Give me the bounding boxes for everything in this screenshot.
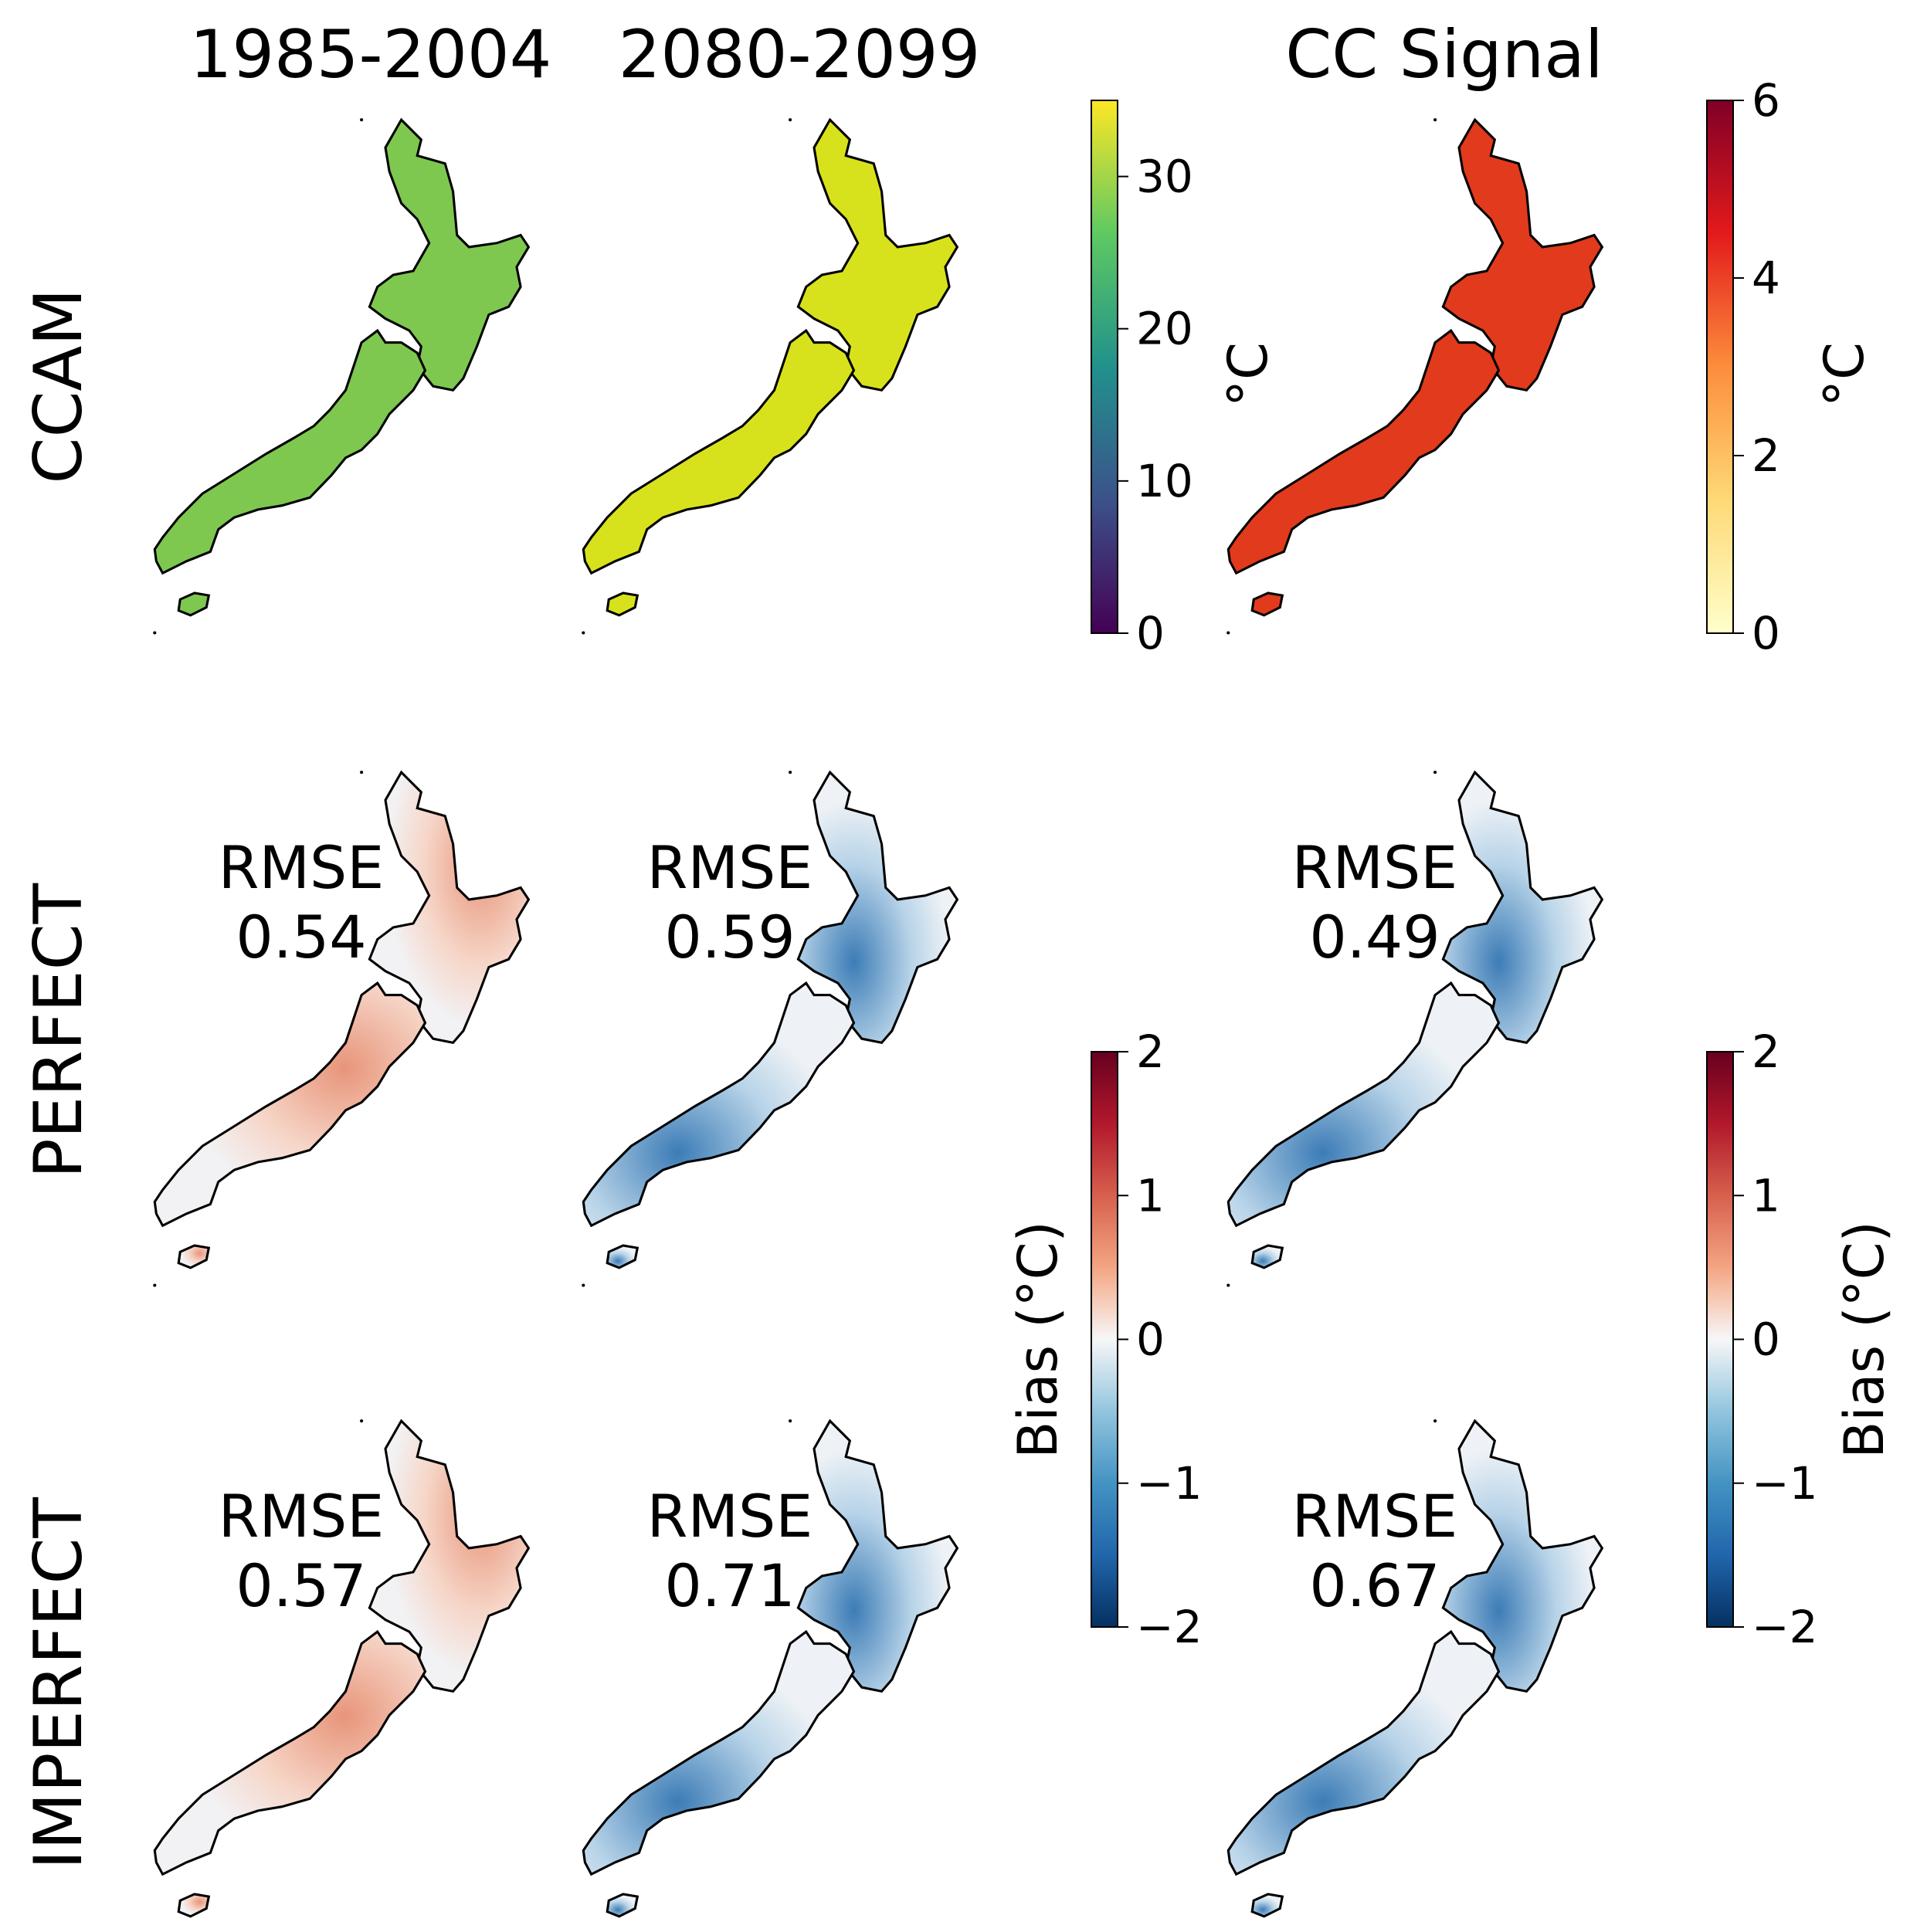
column-title-2080-2099: 2080-2099 — [619, 16, 981, 93]
colorbar-temperature: 0 10 20 30 °C — [1091, 100, 1280, 659]
map-panel-imperfect-2080-2099 — [582, 1419, 958, 1918]
row-label-ccam: CCAM — [20, 288, 97, 483]
rmse-value: 0.59 — [664, 903, 795, 971]
colorbar-gradient — [1091, 1051, 1118, 1628]
island-stewart-shape — [177, 1893, 210, 1918]
map-corner-marker — [360, 771, 364, 774]
map-panel-imperfect-cc-signal — [1226, 1419, 1603, 1918]
colorbar-tick-label: −1 — [1136, 1457, 1203, 1510]
colorbar-tick-label: 0 — [1752, 607, 1780, 659]
colorbar-tick-label: 20 — [1136, 303, 1193, 355]
colorbar-bias-left: −2 −1 0 1 2 Bias (°C) — [1006, 1025, 1203, 1653]
island-south-shape — [153, 329, 427, 575]
map-corner-marker — [1433, 118, 1437, 122]
rmse-label: RMSE — [1292, 833, 1458, 902]
colorbar-tick-label: 10 — [1136, 455, 1193, 507]
colorbar-gradient — [1706, 100, 1734, 634]
colorbar-tick-label: 0 — [1136, 607, 1165, 659]
map-corner-marker — [582, 1283, 585, 1287]
island-stewart-shape — [177, 1244, 210, 1269]
island-south-shape — [582, 981, 856, 1227]
colorbar-tick-label: 30 — [1136, 151, 1193, 203]
island-south-shape — [1226, 981, 1501, 1227]
map-panel-ccam-cc-signal — [1226, 118, 1603, 635]
rmse-value: 0.57 — [236, 1551, 366, 1620]
island-south-shape — [582, 1630, 856, 1876]
map-corner-marker — [153, 1283, 157, 1287]
map-corner-marker — [789, 771, 792, 774]
colorbar-tick-label: 1 — [1136, 1169, 1165, 1222]
island-south-shape — [153, 981, 427, 1227]
rmse-label: RMSE — [647, 833, 813, 902]
map-corner-marker — [1226, 1283, 1230, 1287]
row-label-imperfect: IMPERFECT — [20, 1497, 97, 1869]
colorbar-label: °C — [1216, 342, 1280, 407]
map-corner-marker — [1433, 771, 1437, 774]
colorbar-label: Bias (°C) — [1833, 1221, 1896, 1459]
map-corner-marker — [1433, 1419, 1437, 1423]
colorbar-tick-label: 1 — [1752, 1169, 1780, 1222]
island-stewart-shape — [606, 591, 639, 617]
rmse-value: 0.49 — [1309, 903, 1440, 971]
colorbar-tick-label: 0 — [1752, 1313, 1780, 1366]
rmse-label: RMSE — [219, 1482, 385, 1551]
island-south-shape — [153, 1630, 427, 1876]
map-panel-perfect-2080-2099 — [582, 771, 958, 1287]
colorbar-label: Bias (°C) — [1006, 1221, 1070, 1459]
map-panel-perfect-cc-signal — [1226, 771, 1603, 1287]
colorbar-tick-label: 2 — [1136, 1025, 1165, 1078]
colorbar-cc: 0 2 4 6 °C — [1706, 74, 1876, 659]
island-stewart-shape — [177, 591, 210, 617]
colorbar-label: °C — [1813, 342, 1876, 407]
colorbar-bias-right: −2 −1 0 1 2 Bias (°C) — [1706, 1025, 1896, 1653]
colorbar-tick-label: 4 — [1752, 252, 1780, 304]
island-south-shape — [1226, 1630, 1501, 1876]
colorbar-tick-label: −2 — [1752, 1601, 1818, 1653]
map-corner-marker — [153, 631, 157, 635]
colorbar-tick-label: 2 — [1752, 1025, 1780, 1078]
map-panel-ccam-1985-2004 — [153, 118, 530, 635]
map-corner-marker — [789, 118, 792, 122]
rmse-value: 0.67 — [1309, 1551, 1440, 1620]
map-corner-marker — [582, 631, 585, 635]
island-stewart-shape — [1250, 591, 1284, 617]
colorbar-tick-label: 0 — [1136, 1313, 1165, 1366]
rmse-value: 0.71 — [664, 1551, 795, 1620]
rmse-label: RMSE — [1292, 1482, 1458, 1551]
island-stewart-shape — [606, 1244, 639, 1269]
column-title-cc-signal: CC Signal — [1285, 16, 1603, 93]
map-corner-marker — [360, 118, 364, 122]
row-label-perfect: PERFECT — [20, 883, 97, 1178]
colorbar-tick-label: −1 — [1752, 1457, 1818, 1510]
map-corner-marker — [789, 1419, 792, 1423]
island-stewart-shape — [1250, 1244, 1284, 1269]
map-corner-marker — [360, 1419, 364, 1423]
rmse-label: RMSE — [219, 833, 385, 902]
island-south-shape — [582, 329, 856, 575]
colorbar-gradient — [1706, 1051, 1734, 1628]
colorbar-gradient — [1091, 100, 1118, 634]
colorbar-tick-label: 6 — [1752, 74, 1780, 127]
island-stewart-shape — [606, 1893, 639, 1918]
map-panel-imperfect-1985-2004 — [153, 1419, 530, 1918]
island-stewart-shape — [1250, 1893, 1284, 1918]
rmse-value: 0.54 — [236, 903, 366, 971]
map-corner-marker — [1226, 631, 1230, 635]
colorbar-tick-label: 2 — [1752, 429, 1780, 482]
colorbar-tick-label: −2 — [1136, 1601, 1203, 1653]
map-panel-perfect-1985-2004 — [153, 771, 530, 1287]
map-panel-ccam-2080-2099 — [582, 118, 958, 635]
rmse-label: RMSE — [647, 1482, 813, 1551]
column-title-1985-2004: 1985-2004 — [190, 16, 552, 93]
